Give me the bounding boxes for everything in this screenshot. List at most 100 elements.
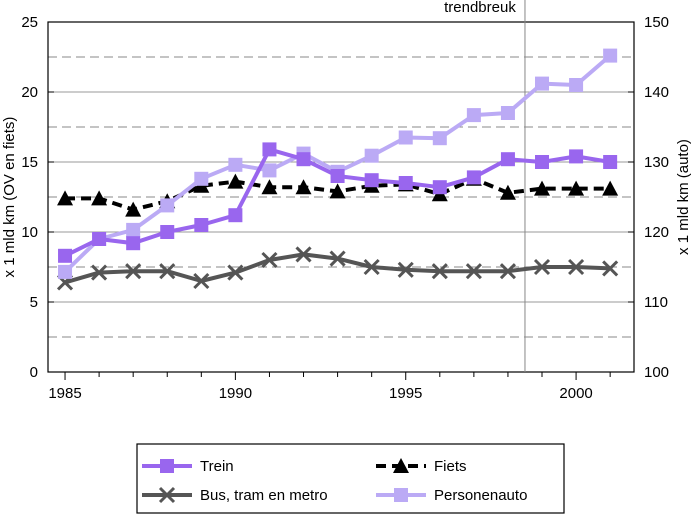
data-point-trein <box>603 155 618 169</box>
legend-item-trein: Trein <box>142 458 234 475</box>
data-point-bus-tram-en-metro <box>261 251 278 269</box>
data-point-trein <box>500 152 515 167</box>
legend-label: Personenauto <box>434 487 527 504</box>
data-point-personenauto <box>58 264 73 279</box>
data-point-trein <box>262 142 277 157</box>
data-point-trein <box>364 173 379 188</box>
data-point-bus-tram-en-metro <box>568 258 585 276</box>
y-left-tick-label: 15 <box>21 154 38 171</box>
legend-label: Fiets <box>434 458 467 475</box>
data-point-fiets <box>125 201 142 217</box>
data-point-bus-tram-en-metro <box>193 272 210 290</box>
data-point-trein <box>92 232 107 246</box>
x-axis-ticks: 1985 1990 1995 2000 <box>48 372 611 402</box>
data-point-trein <box>432 180 447 195</box>
data-point-bus-tram-en-metro <box>159 263 176 280</box>
y-axis-left-ticks: 0 5 10 15 20 25 <box>21 14 54 381</box>
data-point-personenauto <box>194 171 209 186</box>
data-point-trein <box>228 208 243 223</box>
data-point-bus-tram-en-metro <box>499 263 517 280</box>
data-point-bus-tram-en-metro <box>295 246 312 263</box>
data-point-bus-tram-en-metro <box>91 264 108 281</box>
legend-item-fiets: Fiets <box>376 458 467 475</box>
data-point-bus-tram-en-metro <box>329 250 346 267</box>
data-point-fiets <box>57 190 74 206</box>
y-left-tick-label: 20 <box>21 84 38 101</box>
y-right-tick-label: 150 <box>644 14 669 31</box>
data-point-bus-tram-en-metro <box>227 264 244 281</box>
x-tick-label: 1985 <box>48 385 81 402</box>
legend-box <box>136 443 565 514</box>
legend-marker <box>160 459 174 473</box>
y-left-tick-label: 10 <box>21 224 38 241</box>
x-tick-label: 2000 <box>559 385 592 402</box>
data-point-trein <box>330 169 345 183</box>
data-point-bus-tram-en-metro <box>465 263 482 280</box>
y-right-tick-label: 140 <box>644 84 669 101</box>
data-point-personenauto <box>364 148 379 163</box>
data-point-fiets <box>329 183 346 199</box>
trendbreuk-label: trendbreuk <box>444 0 516 16</box>
data-point-personenauto <box>500 106 515 120</box>
legend-item-personenauto: Personenauto <box>376 487 527 504</box>
data-point-bus-tram-en-metro <box>397 261 414 278</box>
legend-label: Trein <box>200 458 234 475</box>
plot-border <box>47 21 635 373</box>
data-point-personenauto <box>262 163 277 178</box>
data-point-fiets <box>602 180 619 196</box>
y-left-tick-label: 5 <box>30 294 38 311</box>
data-point-trein <box>126 236 141 251</box>
y-right-tick-label: 100 <box>644 364 669 381</box>
data-point-fiets <box>91 190 108 206</box>
data-point-bus-tram-en-metro <box>125 263 142 280</box>
y-axis-left-label: x 1 mld km (OV en fiets) <box>1 117 18 278</box>
grid <box>48 56 634 338</box>
data-point-fiets <box>499 184 516 200</box>
legend: Trein Fiets Bus, tram en metro Personenauto <box>136 443 565 514</box>
y-axis-right-ticks: 100 110 120 130 140 150 <box>628 14 669 381</box>
data-point-fiets <box>568 180 585 196</box>
data-point-trein <box>398 176 413 190</box>
data-point-personenauto <box>160 198 175 213</box>
data-point-trein <box>569 149 584 164</box>
series-trein <box>58 142 618 263</box>
data-point-trein <box>535 155 550 169</box>
data-point-trein <box>466 170 481 185</box>
series-layer <box>56 48 619 291</box>
data-point-personenauto <box>228 157 243 172</box>
data-point-trein <box>296 152 311 167</box>
data-point-trein <box>194 218 209 232</box>
data-point-personenauto <box>569 78 584 92</box>
data-point-bus-tram-en-metro <box>363 258 380 276</box>
series-bus-tram-en-metro <box>56 246 619 291</box>
y-left-tick-label: 0 <box>30 364 38 381</box>
y-axis-right-label: x 1 mld km (auto) <box>675 139 692 255</box>
legend-marker <box>158 486 176 504</box>
data-point-fiets <box>227 173 244 189</box>
x-tick-label: 1995 <box>389 385 422 402</box>
data-point-fiets <box>295 179 312 195</box>
data-point-personenauto <box>398 130 413 145</box>
legend-marker <box>393 458 409 473</box>
data-point-personenauto <box>466 108 481 123</box>
data-point-fiets <box>261 179 278 195</box>
y-right-tick-label: 120 <box>644 224 669 241</box>
data-point-fiets <box>534 180 551 196</box>
data-point-personenauto <box>603 48 618 63</box>
y-right-tick-label: 110 <box>644 294 668 311</box>
trendbreuk-annotation: trendbreuk <box>444 0 526 372</box>
data-point-personenauto <box>432 131 447 146</box>
legend-label: Bus, tram en metro <box>200 487 328 504</box>
data-point-bus-tram-en-metro <box>431 263 448 280</box>
data-point-bus-tram-en-metro <box>602 260 619 277</box>
plot-frame <box>47 21 635 373</box>
x-tick-label: 1990 <box>219 385 252 402</box>
legend-marker <box>394 488 408 502</box>
data-point-trein <box>160 225 175 239</box>
legend-item-bus-tram-en-metro: Bus, tram en metro <box>142 486 328 504</box>
data-point-trein <box>58 248 73 263</box>
series-personenauto <box>58 48 618 279</box>
data-point-personenauto <box>535 76 550 91</box>
data-point-personenauto <box>126 222 141 237</box>
